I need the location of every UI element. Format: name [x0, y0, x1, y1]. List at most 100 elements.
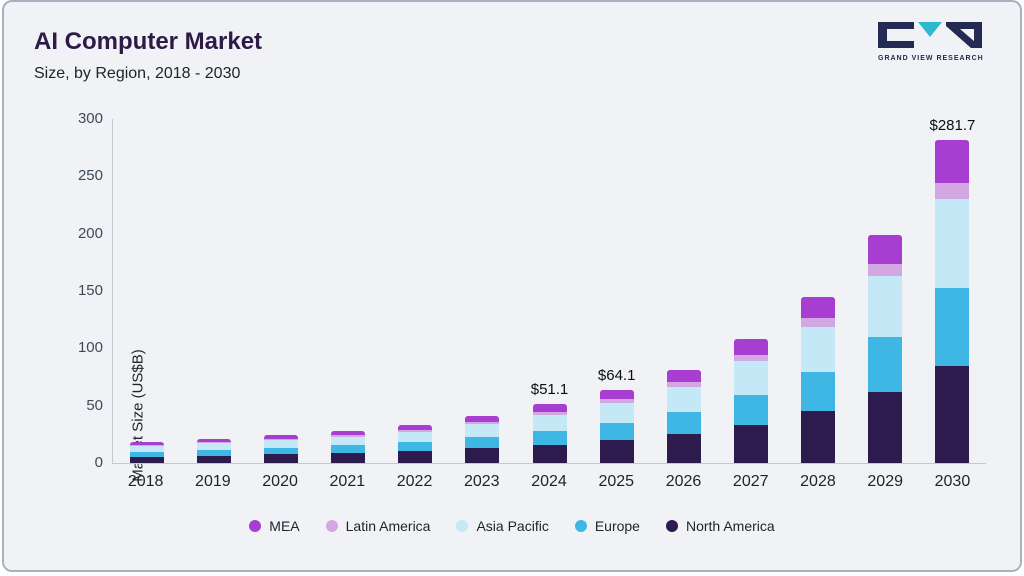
bar-segment-asia-pacific	[331, 436, 366, 446]
bar-slot-2029	[852, 119, 919, 463]
x-tick-label-2025: 2025	[598, 473, 635, 490]
bar-segment-mea	[331, 430, 366, 436]
legend-label: North America	[685, 518, 775, 534]
stacked-bar-2030	[935, 140, 970, 463]
bar-segment-north-america	[868, 392, 903, 463]
x-tick-label-2018: 2018	[127, 473, 164, 490]
brand-logo-text: GRAND VIEW RESEARCH	[878, 55, 984, 62]
bar-slot-2022	[382, 119, 449, 463]
bar-segment-latin-america	[733, 355, 768, 362]
bar-segment-mea	[666, 370, 701, 383]
bar-slot-2030: $281.7	[919, 117, 986, 463]
bar-segment-asia-pacific	[263, 439, 298, 448]
legend-swatch-icon	[325, 520, 338, 532]
bar-segment-asia-pacific	[935, 199, 970, 288]
bar-segment-latin-america	[532, 412, 567, 415]
bar-segment-europe	[465, 437, 500, 449]
bar-segment-europe	[398, 441, 433, 452]
x-tick-label-2023: 2023	[463, 473, 500, 490]
brand-logo-icon	[878, 22, 982, 48]
bar-segment-europe	[733, 394, 768, 425]
stacked-bar-2029	[868, 234, 903, 463]
bar-total-label-2025: $64.1	[597, 366, 636, 384]
stacked-bar-2025	[599, 389, 634, 463]
legend-label: MEA	[269, 518, 300, 534]
legend-swatch-icon	[249, 520, 262, 532]
bar-segment-north-america	[465, 448, 500, 463]
y-tick-label: 50	[86, 396, 103, 414]
bar-segment-europe	[196, 449, 231, 456]
stacked-bar-2024	[532, 404, 567, 463]
bar-segment-north-america	[801, 411, 836, 463]
bar-segment-north-america	[733, 424, 768, 463]
y-tick-label: 150	[77, 282, 103, 299]
bar-slot-2020	[247, 119, 314, 463]
x-tick-label-2022: 2022	[396, 473, 433, 490]
bar-slot-2024: $51.1	[516, 119, 583, 463]
legend-swatch-icon	[456, 520, 469, 532]
bar-segment-latin-america	[666, 382, 701, 387]
stacked-bar-2021	[331, 430, 366, 463]
stacked-bar-2023	[465, 416, 500, 463]
bar-segment-north-america	[599, 440, 634, 463]
bar-segment-europe	[801, 371, 836, 412]
bar-segment-asia-pacific	[868, 275, 903, 338]
chart-area: Market Size (US$B) 0 50 100 150 200 250 300 $51…	[64, 110, 986, 491]
chart-legend: MEA Latin America Asia Pacific Europe North …	[4, 518, 1020, 534]
bar-segment-asia-pacific	[733, 361, 768, 395]
brand-logo: GRAND VIEW RESEARCH	[878, 22, 984, 62]
bar-segment-latin-america	[801, 318, 836, 327]
bar-segment-latin-america	[263, 438, 298, 440]
stacked-bar-2026	[666, 370, 701, 463]
legend-item-latin-america: Latin America	[325, 518, 431, 534]
bar-segment-latin-america	[599, 399, 634, 403]
bar-segment-north-america	[532, 444, 567, 463]
bar-segment-latin-america	[129, 445, 164, 447]
bar-segment-latin-america	[398, 429, 433, 432]
bar-segment-asia-pacific	[465, 424, 500, 438]
legend-swatch-icon	[574, 520, 587, 532]
bar-segment-europe	[331, 445, 366, 454]
legend-item-europe: Europe	[574, 518, 640, 534]
bar-segment-asia-pacific	[666, 386, 701, 412]
bar-segment-asia-pacific	[599, 402, 634, 423]
bar-total-label-2024: $51.1	[530, 381, 569, 399]
y-tick-label: 300	[77, 110, 103, 127]
bar-slot-2026	[650, 119, 717, 463]
x-tick-label-2020: 2020	[262, 473, 298, 490]
page-subtitle: Size, by Region, 2018 - 2030	[34, 65, 241, 82]
bar-segment-north-america	[331, 453, 366, 463]
bar-segment-north-america	[398, 451, 433, 463]
bar-segment-mea	[868, 234, 903, 265]
bar-segment-mea	[398, 424, 433, 430]
bar-segment-latin-america	[196, 442, 231, 444]
legend-label: Asia Pacific	[476, 518, 549, 534]
bar-segment-europe	[263, 447, 298, 455]
legend-label: Latin America	[345, 518, 431, 534]
bar-segment-asia-pacific	[532, 414, 567, 431]
x-tick-label-2019: 2019	[195, 473, 231, 490]
legend-swatch-icon	[665, 520, 678, 532]
y-tick-label: 200	[77, 224, 103, 242]
legend-item-north-america: North America	[665, 518, 775, 534]
stacked-bar-2022	[398, 424, 433, 463]
x-tick-label-2029: 2029	[867, 473, 903, 490]
bar-segment-europe	[666, 411, 701, 435]
x-tick-label-2024: 2024	[531, 473, 567, 490]
bar-segment-europe	[129, 451, 164, 457]
bar-segment-mea	[465, 416, 500, 423]
bar-segment-europe	[599, 422, 634, 441]
bar-slot-2027	[717, 119, 784, 463]
y-tick-label: 250	[77, 167, 103, 185]
stacked-bar-2020	[263, 434, 298, 463]
x-tick-label-2028: 2028	[800, 473, 836, 490]
bar-segment-latin-america	[935, 182, 970, 200]
legend-label: Europe	[594, 518, 640, 534]
bar-segment-mea	[129, 442, 164, 446]
bar-segment-europe	[935, 287, 970, 366]
stacked-bar-2018	[129, 442, 164, 463]
bar-segment-mea	[733, 339, 768, 356]
bar-segment-mea	[801, 296, 836, 319]
y-tick-label: 100	[77, 339, 103, 357]
